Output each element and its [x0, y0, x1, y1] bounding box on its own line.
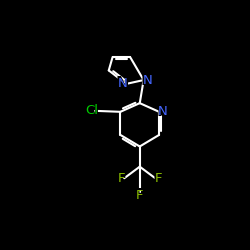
Text: N: N: [141, 72, 154, 88]
Text: F: F: [134, 188, 145, 203]
Text: N: N: [118, 78, 127, 90]
Text: F: F: [116, 171, 127, 186]
Text: Cl: Cl: [83, 103, 100, 118]
Text: F: F: [136, 189, 143, 202]
Text: Cl: Cl: [85, 104, 98, 117]
Text: N: N: [156, 104, 170, 119]
Text: N: N: [158, 105, 168, 118]
Text: N: N: [142, 74, 152, 86]
Text: F: F: [153, 171, 164, 186]
Text: N: N: [116, 76, 129, 92]
Text: F: F: [118, 172, 125, 185]
Text: F: F: [154, 172, 162, 185]
